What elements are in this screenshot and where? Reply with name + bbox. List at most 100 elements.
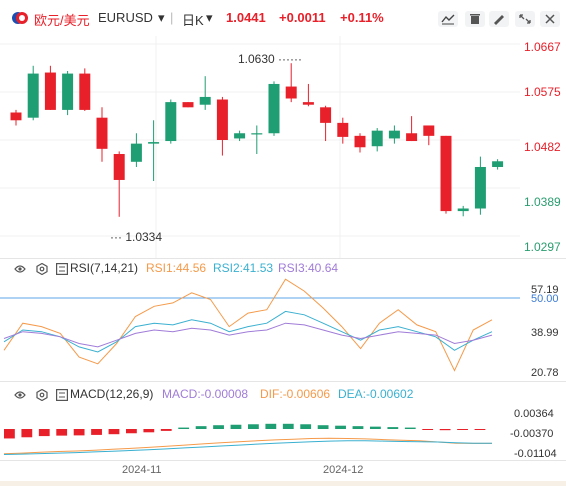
divider bbox=[0, 381, 566, 382]
macd-bar bbox=[352, 426, 364, 429]
rsi2-line bbox=[3, 310, 493, 353]
macd-bar bbox=[126, 429, 137, 434]
collapse-icon[interactable] bbox=[56, 262, 69, 276]
macd-bar bbox=[282, 423, 294, 429]
dif-line bbox=[3, 437, 492, 455]
timeframe-selector[interactable]: 日K bbox=[182, 13, 204, 28]
candle-body bbox=[216, 99, 228, 140]
macd-bar bbox=[248, 424, 259, 429]
candle-body bbox=[148, 142, 160, 144]
candle-body bbox=[234, 133, 246, 139]
pair-name: 欧元/美元 bbox=[34, 13, 90, 28]
chart-header: 欧元/美元 EURUSD ▾ | 日K ▾ 1.0441 +0.0011 +0.… bbox=[0, 0, 566, 36]
candle-body bbox=[440, 135, 452, 212]
candle-body bbox=[10, 112, 22, 121]
macd-bar bbox=[439, 429, 451, 431]
candle-body bbox=[474, 166, 486, 209]
candle-body bbox=[285, 86, 297, 99]
candle-body bbox=[165, 102, 177, 142]
macd-bar bbox=[38, 429, 50, 437]
macd-bar bbox=[143, 429, 155, 433]
macd-bar bbox=[335, 425, 346, 429]
candle-body bbox=[492, 161, 504, 167]
macd-bar bbox=[230, 424, 242, 429]
settings-icon[interactable] bbox=[36, 388, 48, 402]
candle-body bbox=[457, 208, 469, 212]
macd-bar bbox=[213, 425, 224, 429]
candle-body bbox=[320, 107, 332, 123]
macd-bar bbox=[195, 426, 207, 429]
macd-bar bbox=[422, 429, 434, 430]
macd-bar bbox=[474, 429, 486, 430]
candle-body bbox=[113, 154, 125, 180]
macd-level-2: -0.00370 bbox=[510, 428, 554, 440]
macd-bar bbox=[21, 429, 33, 438]
divider bbox=[0, 258, 566, 259]
rsi1-value: RSI1:44.56 bbox=[146, 261, 207, 275]
chevron-down-icon[interactable]: ▾ bbox=[158, 10, 165, 25]
draw-line-icon[interactable] bbox=[438, 11, 458, 27]
x-tick-1: 2024-11 bbox=[122, 464, 162, 476]
candle-body bbox=[130, 143, 142, 162]
candle-body bbox=[251, 133, 263, 135]
macd-title: MACD(12,26,9) bbox=[70, 387, 154, 401]
candle-body bbox=[44, 72, 56, 110]
candlestick-chart[interactable] bbox=[0, 36, 566, 258]
macd-bar bbox=[300, 424, 312, 429]
divider: | bbox=[170, 10, 174, 25]
symbol-label: EURUSD bbox=[98, 10, 153, 25]
x-tick-2: 2024-12 bbox=[323, 464, 364, 476]
price-change: +0.0011 bbox=[279, 10, 326, 25]
dea-line bbox=[3, 440, 492, 455]
low-marker: ··· 1.0334 bbox=[110, 230, 163, 244]
macd-value: MACD:-0.00008 bbox=[162, 387, 249, 401]
candle-body bbox=[302, 102, 314, 105]
macd-bar bbox=[73, 429, 85, 436]
rsi3-line bbox=[3, 322, 493, 348]
scroll-bar[interactable] bbox=[0, 481, 566, 486]
macd-bar bbox=[457, 429, 468, 430]
candle-body bbox=[199, 96, 211, 105]
rsi-level-3: 38.99 bbox=[531, 327, 559, 339]
price-label-5: 1.0297 bbox=[524, 240, 561, 254]
candle-body bbox=[27, 73, 39, 118]
fullscreen-icon[interactable] bbox=[515, 11, 535, 27]
macd-level-1: 0.00364 bbox=[514, 408, 554, 420]
candle-body bbox=[337, 122, 349, 137]
pen-icon[interactable] bbox=[489, 11, 509, 27]
settings-icon[interactable] bbox=[36, 262, 48, 276]
macd-bar bbox=[160, 429, 172, 431]
macd-bar bbox=[317, 425, 329, 429]
macd-bar bbox=[108, 429, 120, 435]
macd-bar bbox=[91, 429, 102, 435]
divider bbox=[0, 460, 566, 461]
close-icon[interactable] bbox=[540, 11, 560, 27]
high-marker: 1.0630 ······ bbox=[238, 52, 303, 66]
candle-body bbox=[96, 117, 108, 149]
macd-bar bbox=[178, 427, 190, 429]
chevron-down-icon[interactable]: ▾ bbox=[206, 10, 213, 25]
eye-icon[interactable] bbox=[14, 388, 26, 400]
macd-level-3: -0.01104 bbox=[514, 448, 557, 460]
rsi3-value: RSI3:40.64 bbox=[278, 261, 339, 275]
rsi-level-4: 20.78 bbox=[531, 367, 559, 379]
macd-bar bbox=[404, 427, 416, 429]
rsi-level-1: 57.19 bbox=[531, 284, 559, 296]
collapse-icon[interactable] bbox=[56, 388, 69, 402]
candle-body bbox=[62, 73, 74, 110]
delete-icon[interactable] bbox=[465, 11, 485, 27]
rsi1-line bbox=[3, 278, 493, 372]
rsi-title: RSI(7,14,21) bbox=[70, 261, 139, 275]
macd-bar bbox=[265, 423, 277, 429]
candle-body bbox=[406, 133, 418, 142]
current-price: 1.0441 bbox=[226, 10, 266, 25]
price-label-3: 1.0482 bbox=[524, 140, 561, 154]
price-label-4: 1.0389 bbox=[524, 195, 561, 209]
price-label-1: 1.0667 bbox=[524, 40, 561, 54]
price-label-2: 1.0575 bbox=[524, 85, 561, 99]
macd-bar bbox=[56, 429, 68, 436]
eye-icon[interactable] bbox=[14, 262, 26, 274]
rsi-level-2: 50.00 bbox=[531, 293, 559, 305]
rsi-chart bbox=[0, 278, 520, 372]
dea-value: DEA:-0.00602 bbox=[338, 387, 414, 401]
